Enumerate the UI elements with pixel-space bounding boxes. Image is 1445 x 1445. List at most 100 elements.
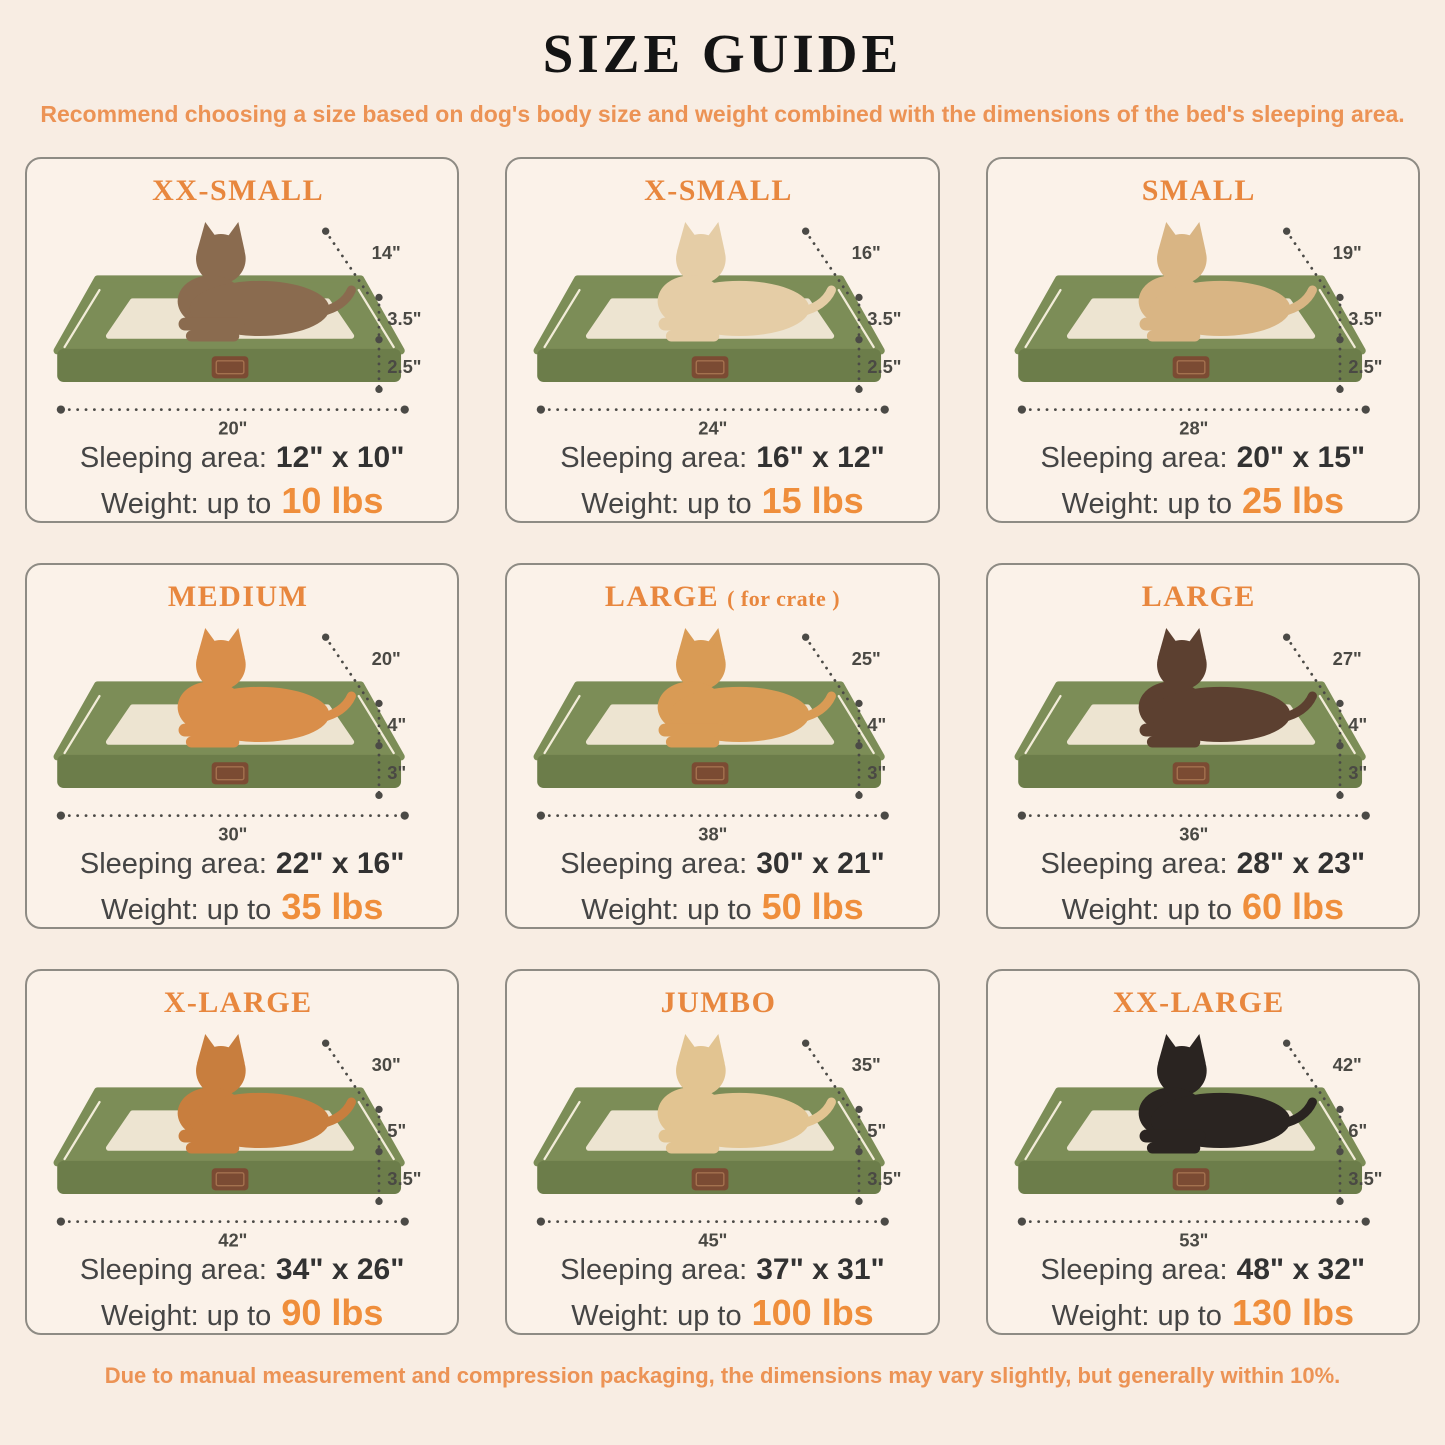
depth-dimension: 27" [1332,647,1361,668]
size-card-title: JUMBO [513,983,931,1023]
base-height-dimension: 3.5" [868,1167,902,1188]
base-height-dimension: 3" [868,761,887,782]
size-card-x-small: X-SMALL 16" 3.5" 2.5" 24" Sleeping area:… [505,156,940,523]
page-title: SIZE GUIDE [542,23,903,84]
sleeping-area-line: Sleeping area: 48" x 32" [994,1253,1412,1287]
width-dimension: 28" [1179,417,1208,438]
sleeping-area-value: 34" x 26" [275,1252,405,1286]
weight-label: Weight: up to [581,893,752,926]
weight-line: Weight: up to 50 lbs [513,886,931,928]
size-card-title: LARGE [994,577,1412,617]
size-guide-page: SIZE GUIDE Recommend choosing a size bas… [25,23,1420,1388]
weight-line: Weight: up to 60 lbs [994,886,1412,928]
weight-value: 130 lbs [1231,1291,1355,1333]
bolster-height-dimension: 3.5" [387,308,421,329]
size-card-title: LARGE ( for crate ) [513,577,931,617]
sleeping-area-value: 48" x 32" [1236,1252,1366,1286]
width-dimension: 20" [218,417,247,438]
weight-value: 90 lbs [281,1291,384,1333]
size-name-note: ( for crate ) [727,585,841,611]
sleeping-area-label: Sleeping area: [79,1253,267,1286]
bed-photo: 35" 5" 3.5" 45" [513,1023,931,1251]
sleeping-area-value: 37" x 31" [756,1252,885,1286]
sleeping-area-value: 16" x 12" [756,440,885,474]
size-card-grid: XX-SMALL 14" 3.5" 2.5" 20" Sleeping area… [25,156,1420,1335]
sleeping-area-line: Sleeping area: 30" x 21" [513,847,931,881]
width-dimension: 53" [1179,1229,1208,1250]
sleeping-area-label: Sleeping area: [560,847,748,880]
bed-photo: 14" 3.5" 2.5" 20" [33,211,451,439]
page-subtitle: Recommend choosing a size based on dog's… [40,101,1405,127]
size-card-small: SMALL 19" 3.5" 2.5" 28" Sleeping area: 20… [985,156,1420,523]
weight-label: Weight: up to [100,1299,272,1332]
weight-label: Weight: up to [581,487,752,520]
size-name: LARGE [604,579,720,613]
bed-photo: 16" 3.5" 2.5" 24" [513,211,931,439]
size-card-large-for-crate: LARGE ( for crate ) 25" 4" 3" 38" Sleepin… [505,562,940,929]
weight-value: 25 lbs [1241,479,1345,521]
weight-value: 10 lbs [281,479,384,521]
base-height-dimension: 2.5" [868,355,902,376]
bolster-height-dimension: 4" [387,714,406,735]
sleeping-area-line: Sleeping area: 20" x 15" [994,441,1412,475]
sleeping-area-value: 30" x 21" [756,846,885,880]
weight-line: Weight: up to 130 lbs [994,1292,1412,1334]
depth-dimension: 42" [1332,1053,1361,1074]
bed-photo: 20" 4" 3" 30" [33,617,451,845]
sleeping-area-value: 28" x 23" [1236,846,1366,880]
depth-dimension: 25" [852,647,881,668]
size-name: X-LARGE [163,985,313,1019]
weight-label: Weight: up to [571,1299,742,1332]
size-card-x-large: X-LARGE 30" 5" 3.5" 42" Sleeping area: 34… [25,968,460,1335]
bed-photo: 30" 5" 3.5" 42" [33,1023,451,1251]
base-height-dimension: 2.5" [387,355,421,376]
size-card-medium: MEDIUM 20" 4" 3" 30" Sleeping area: 22" x… [25,562,460,929]
bed-photo: 42" 6" 3.5" 53" [994,1023,1412,1251]
weight-label: Weight: up to [1061,893,1232,926]
sleeping-area-label: Sleeping area: [79,847,267,880]
sleeping-area-value: 12" x 10" [275,440,405,474]
base-height-dimension: 3" [387,761,406,782]
bolster-height-dimension: 4" [868,714,887,735]
weight-line: Weight: up to 25 lbs [994,480,1412,522]
depth-dimension: 20" [372,647,401,668]
size-card-title: XX-SMALL [33,171,451,211]
width-dimension: 24" [699,417,728,438]
depth-dimension: 35" [852,1053,881,1074]
size-name: JUMBO [660,985,777,1019]
sleeping-area-label: Sleeping area: [79,441,267,474]
weight-line: Weight: up to 10 lbs [33,480,451,522]
base-height-dimension: 2.5" [1348,355,1382,376]
sleeping-area-value: 20" x 15" [1236,440,1366,474]
sleeping-area-line: Sleeping area: 34" x 26" [33,1253,451,1287]
width-dimension: 38" [699,823,728,844]
bolster-height-dimension: 5" [868,1120,887,1141]
weight-value: 100 lbs [751,1291,874,1333]
size-name: SMALL [1141,173,1256,207]
sleeping-area-line: Sleeping area: 37" x 31" [513,1253,931,1287]
weight-line: Weight: up to 15 lbs [513,480,931,522]
sleeping-area-line: Sleeping area: 22" x 16" [33,847,451,881]
weight-label: Weight: up to [100,487,272,520]
sleeping-area-label: Sleeping area: [1040,847,1228,880]
weight-value: 60 lbs [1241,885,1345,927]
weight-label: Weight: up to [100,893,272,926]
weight-value: 35 lbs [281,885,384,927]
depth-dimension: 14" [372,241,401,262]
width-dimension: 36" [1179,823,1208,844]
bolster-height-dimension: 3.5" [1348,308,1382,329]
bolster-height-dimension: 5" [387,1120,406,1141]
sleeping-area-value: 22" x 16" [275,846,405,880]
size-card-xx-small: XX-SMALL 14" 3.5" 2.5" 20" Sleeping area… [25,156,460,523]
size-name: MEDIUM [167,579,309,613]
base-height-dimension: 3.5" [1348,1167,1382,1188]
measurement-disclaimer: Due to manual measurement and compressio… [104,1362,1341,1388]
sleeping-area-line: Sleeping area: 28" x 23" [994,847,1412,881]
depth-dimension: 30" [372,1053,401,1074]
depth-dimension: 19" [1332,241,1361,262]
width-dimension: 42" [218,1229,247,1250]
size-card-xx-large: XX-LARGE 42" 6" 3.5" 53" Sleeping area: 4… [985,968,1420,1335]
width-dimension: 30" [218,823,247,844]
size-name: X-SMALL [644,173,793,207]
bed-photo: 19" 3.5" 2.5" 28" [994,211,1412,439]
